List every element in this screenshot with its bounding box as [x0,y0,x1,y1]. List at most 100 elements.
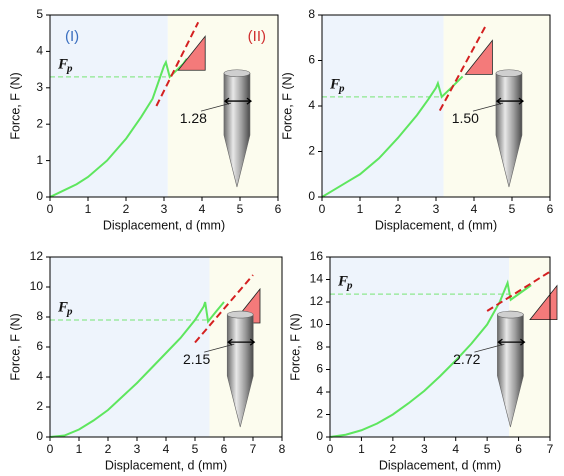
x-axis-label: Displacement, d (mm) [103,218,225,232]
y-tick-label: 6 [308,53,315,67]
force-curve [329,279,532,438]
leader-line [204,343,235,353]
y-axis-label: Force, F (N) [8,313,22,380]
cylinder-top [226,310,254,319]
tangent-line [486,270,551,312]
region-label: (I) [65,28,79,45]
diameter-label: 2.72 [453,351,480,367]
y-tick-label: 4 [36,369,43,383]
y-tick-label: 14 [310,272,324,286]
x-tick-label: 3 [421,442,428,456]
x-tick-label: 8 [279,442,286,456]
diameter-label: 1.50 [452,110,479,126]
diameter-arrow [495,97,525,105]
leader-line [472,102,504,112]
y-tick-label: 0 [308,189,315,203]
x-tick-label: 4 [163,442,170,456]
y-tick-label: 0 [36,429,43,443]
y-tick-label: 4 [316,384,323,398]
leader-line [200,102,232,112]
fp-symbol: F [57,299,68,315]
x-tick-label: 5 [237,202,244,216]
x-tick-label: 1 [357,202,364,216]
x-tick-label: 2 [123,202,130,216]
y-tick-label: 5 [36,7,43,21]
force-curve [49,301,225,438]
x-tick-label: 3 [433,202,440,216]
y-tick-label: 12 [30,249,44,263]
x-axis-label: Displacement, d (mm) [105,458,227,472]
plot-frame [49,14,279,198]
y-tick-label: 2 [316,407,323,421]
cylinder-top [223,69,251,78]
x-tick-label: 3 [134,442,141,456]
x-tick-label: 4 [452,442,459,456]
x-axis-label: Displacement, d (mm) [379,458,501,472]
y-tick-label: 10 [310,317,324,331]
y-tick-label: 8 [308,7,315,21]
fp-subscript: p [338,82,345,94]
diameter-label: 1.28 [180,110,207,126]
fp-symbol: F [329,76,340,92]
x-tick-label: 6 [547,202,554,216]
x-tick-label: 2 [395,202,402,216]
region-1 [50,257,210,437]
y-tick-label: 2 [308,144,315,158]
x-tick-label: 5 [509,202,516,216]
y-tick-label: 8 [316,339,323,353]
y-tick-label: 6 [36,339,43,353]
y-axis-label: Force, F (N) [8,72,22,139]
y-tick-label: 6 [316,362,323,376]
y-tick-label: 0 [316,429,323,443]
y-axis-label: Force, F (N) [288,313,302,380]
y-tick-label: 2 [36,116,43,130]
y-tick-label: 12 [310,294,324,308]
fp-symbol: F [57,56,68,72]
y-tick-label: 0 [36,189,43,203]
diameter-arrow [497,338,526,346]
y-tick-label: 16 [310,249,324,263]
x-tick-label: 2 [390,442,397,456]
x-tick-label: 6 [221,442,228,456]
fp-symbol: F [337,274,348,290]
x-tick-label: 1 [358,442,365,456]
tangent-line [438,25,487,112]
x-tick-label: 4 [471,202,478,216]
y-tick-label: 2 [36,399,43,413]
force-curve [321,75,464,198]
x-tick-label: 7 [547,442,554,456]
x-tick-label: 6 [515,442,522,456]
y-tick-label: 10 [30,279,44,293]
y-tick-label: 4 [308,98,315,112]
x-tick-label: 2 [105,442,112,456]
x-axis-label: Displacement, d (mm) [375,218,497,232]
y-tick-label: 8 [36,309,43,323]
plot-frame [49,256,283,438]
x-tick-label: 5 [484,442,491,456]
fp-subscript: p [66,306,73,318]
region-1 [322,15,444,197]
plot-frame [321,14,551,198]
fp-subscript: p [346,280,353,292]
plot-frame [329,256,551,438]
tangent-line [155,21,200,107]
slope-triangle [464,39,493,75]
x-tick-label: 6 [275,202,282,216]
region-1 [330,257,510,437]
x-tick-label: 5 [192,442,199,456]
region-label: (II) [248,28,266,45]
x-tick-label: 0 [47,442,54,456]
tangent-line [194,274,254,344]
x-tick-label: 4 [199,202,206,216]
y-tick-label: 4 [36,44,43,58]
cylinder-top [495,69,523,78]
y-tick-label: 3 [36,80,43,94]
x-tick-label: 1 [76,442,83,456]
diameter-arrow [223,97,253,105]
slope-triangle [177,35,206,71]
y-axis-label: Force, F (N) [280,72,294,139]
x-tick-label: 7 [250,442,257,456]
x-tick-label: 1 [85,202,92,216]
diameter-arrow [227,338,256,346]
